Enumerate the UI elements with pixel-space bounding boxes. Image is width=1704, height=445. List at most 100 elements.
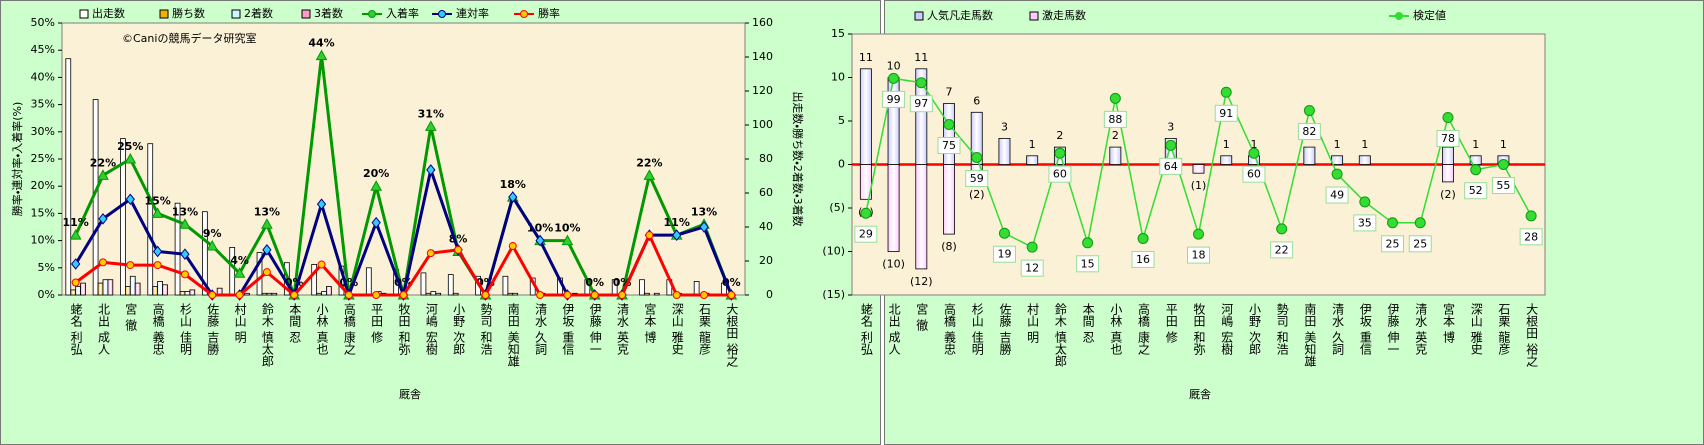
x-tick-label: 宮本 博 — [643, 302, 657, 343]
y-tick-label: (15) — [822, 288, 845, 301]
marker — [535, 234, 545, 247]
x-tick-label: 石栗 龍彦 — [698, 303, 712, 355]
bar — [915, 164, 928, 270]
marker — [235, 291, 244, 299]
bar — [321, 291, 327, 296]
marker — [1414, 217, 1426, 229]
marker — [206, 240, 219, 251]
marker — [590, 291, 599, 299]
score-label: 75 — [942, 139, 956, 152]
line-value-label: 15% — [144, 194, 170, 207]
x-tick-label: 伊坂 重信 — [561, 303, 575, 355]
score-label: 25 — [1386, 237, 1400, 250]
bar — [859, 68, 872, 165]
bar — [512, 292, 519, 296]
bar — [1109, 146, 1122, 165]
bar-value-label: (8) — [941, 240, 957, 253]
marker — [1497, 159, 1509, 170]
bar — [202, 211, 208, 296]
marker — [508, 242, 517, 251]
marker — [1248, 147, 1260, 159]
x-tick-label: 南田 美知雄 — [506, 302, 520, 367]
line-value-label: 11% — [62, 216, 88, 229]
bar-value-label: 1 — [1250, 138, 1257, 151]
x-tick-label: 本間 忍 — [1081, 303, 1095, 343]
bar — [261, 292, 268, 296]
legend-label: 人気凡走馬数 — [927, 8, 993, 22]
legend-swatch — [914, 11, 924, 21]
y-tick-label: 15 — [831, 27, 845, 40]
bar-value-label: (2) — [1440, 188, 1456, 201]
score-label: 16 — [1136, 253, 1150, 266]
legend-label: 連対率 — [456, 6, 489, 20]
legend-marker — [438, 10, 446, 18]
bar-value-label: 2 — [1056, 129, 1063, 142]
y-tick-label: 10 — [831, 71, 845, 84]
y2-tick-label: 100 — [752, 118, 773, 131]
score-box — [1297, 123, 1321, 141]
y2-tick-label: 0 — [766, 288, 773, 301]
x-tick-label: 宮 徹 — [124, 302, 138, 332]
score-label: 99 — [887, 93, 901, 106]
bar — [420, 272, 427, 296]
marker — [180, 270, 189, 279]
score-label: 60 — [1247, 168, 1261, 181]
bar — [65, 58, 72, 296]
x-tick-label: 蛯名 利弘 — [69, 303, 83, 355]
bar — [157, 280, 163, 296]
line-value-label: 4% — [230, 254, 249, 267]
legend-marker — [520, 10, 528, 18]
score-box — [1242, 165, 1266, 183]
legend-swatch — [231, 9, 241, 19]
line-value-label: 13% — [254, 205, 280, 218]
marker — [179, 218, 191, 229]
x-tick-label: 平田 修 — [1164, 303, 1178, 343]
legend-label: 入着率 — [386, 6, 419, 20]
y2-axis-title: 出走数・勝ち数・2着数・3着数 — [791, 91, 805, 226]
legend-label: 3着数 — [314, 6, 343, 20]
x-tick-label: 北出 成人 — [887, 303, 901, 355]
line-value-label: 22% — [636, 156, 662, 169]
bar-value-label: 1 — [1029, 138, 1036, 151]
x-tick-label: 高橋 康之 — [1137, 303, 1151, 356]
marker — [208, 291, 217, 299]
bar — [998, 137, 1011, 165]
bar — [326, 286, 332, 296]
score-label: 64 — [1164, 160, 1178, 173]
score-box — [909, 95, 933, 113]
marker — [1525, 210, 1537, 222]
marker — [399, 291, 408, 299]
bar — [639, 279, 645, 296]
score-label: 18 — [1192, 249, 1206, 262]
score-box — [1020, 259, 1044, 277]
bar — [129, 275, 136, 296]
bar — [120, 138, 126, 296]
x-tick-label: 深山 雅史 — [1469, 303, 1483, 355]
bar-value-label: 1 — [1223, 138, 1230, 151]
marker — [372, 291, 381, 299]
marker — [233, 267, 246, 278]
legend-swatch — [79, 9, 89, 19]
legend-swatch — [1029, 11, 1039, 21]
bar — [152, 286, 159, 296]
score-box — [1519, 228, 1543, 246]
bar — [316, 292, 322, 296]
legend-swatch — [301, 9, 311, 19]
marker — [69, 229, 82, 240]
score-box — [882, 90, 906, 108]
y-tick-label: 5 — [838, 114, 845, 127]
x-tick-label: 清水 久詞 — [534, 303, 548, 355]
marker — [124, 152, 137, 164]
y2-tick-label: 80 — [759, 152, 773, 165]
x-tick-label: 河嶋 宏樹 — [424, 303, 438, 355]
marker — [1109, 92, 1121, 104]
bar — [425, 292, 432, 296]
y-tick-label: 10% — [31, 234, 55, 247]
line-value-label: 22% — [90, 156, 116, 169]
x-tick-label: 佐藤 吉勝 — [998, 303, 1012, 356]
bar — [244, 292, 250, 296]
marker — [563, 291, 572, 299]
line-value-label: 31% — [418, 107, 444, 120]
x-tick-label: 清水 英克 — [1414, 303, 1428, 356]
